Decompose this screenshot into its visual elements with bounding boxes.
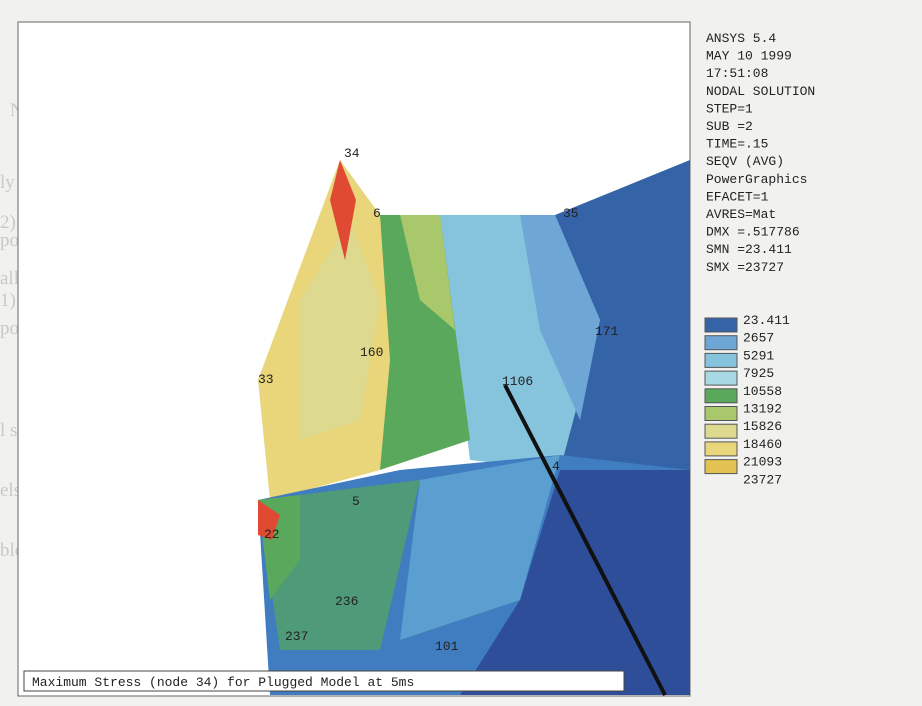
legend-swatch <box>704 335 738 351</box>
node-label: 34 <box>344 146 360 161</box>
info-line: SEQV (AVG) <box>706 154 784 169</box>
node-labels: 34 6 35 171 160 1106 33 4 5 22 236 237 101 <box>258 146 619 654</box>
node-label: 1106 <box>502 374 533 389</box>
legend-label: 23.411 <box>743 313 790 328</box>
legend-label: 10558 <box>743 384 782 399</box>
info-line: TIME=.15 <box>706 137 768 152</box>
legend-label: 5291 <box>743 348 774 363</box>
legend-label: 18460 <box>743 437 782 452</box>
info-line: MAY 10 1999 <box>706 49 792 64</box>
info-line: AVRES=Mat <box>706 207 776 222</box>
info-line: EFACET=1 <box>706 189 769 204</box>
legend-swatch <box>704 459 738 475</box>
node-label: 171 <box>595 324 619 339</box>
text-line: 2) <box>0 212 16 233</box>
legend-label: 2657 <box>743 331 774 346</box>
caption-box <box>23 670 625 692</box>
node-label: 236 <box>335 594 358 609</box>
info-line: ANSYS 5.4 <box>706 31 776 46</box>
node-label: 22 <box>264 527 280 542</box>
node-label: 6 <box>373 206 381 221</box>
node-label: 237 <box>285 629 308 644</box>
info-line: SMX =23727 <box>706 260 784 275</box>
node-label: 4 <box>552 459 560 474</box>
info-line: PowerGraphics <box>706 172 807 187</box>
legend-swatch <box>704 352 738 368</box>
legend-swatch <box>704 317 738 333</box>
legend-label: 23727 <box>743 472 782 487</box>
contour-plot <box>258 160 690 696</box>
info-panel: ANSYS 5.4 MAY 10 1999 17:51:08 NODAL SOLUTI… <box>706 31 815 275</box>
node-label: 35 <box>563 206 579 221</box>
info-line: 17:51:08 <box>706 66 768 81</box>
node-label: 5 <box>352 494 360 509</box>
legend-swatch <box>704 423 738 439</box>
node-label: 101 <box>435 639 459 654</box>
node-label: 160 <box>360 345 383 360</box>
legend-swatch <box>704 370 738 386</box>
legend: 23.411 2657 5291 7925 10558 13192 15826 18460 21… <box>704 313 790 487</box>
node-label: 33 <box>258 372 274 387</box>
legend-swatch <box>704 441 738 457</box>
legend-label: 15826 <box>743 419 782 434</box>
info-line: NODAL SOLUTION <box>706 84 815 99</box>
info-line: SUB =2 <box>706 119 753 134</box>
legend-label: 7925 <box>743 366 774 381</box>
info-line: STEP=1 <box>706 101 753 116</box>
legend-label: 21093 <box>743 455 782 470</box>
info-line: SMN =23.411 <box>706 242 792 257</box>
caption: Maximum Stress (node 34) for Plugged Mod… <box>32 675 414 690</box>
text-line: 1) <box>0 290 16 311</box>
info-line: DMX =.517786 <box>706 225 800 240</box>
legend-swatch <box>704 388 738 404</box>
legend-swatch <box>704 406 738 421</box>
legend-label: 13192 <box>743 402 782 417</box>
